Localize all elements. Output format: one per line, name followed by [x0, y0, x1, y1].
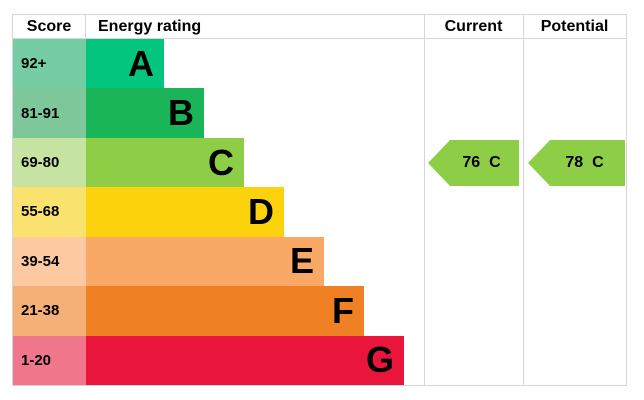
band-score-range: 1-20	[13, 335, 86, 385]
band-score-range: 21-38	[13, 286, 86, 336]
energy-rating-column-header: Energy rating	[98, 17, 202, 35]
current-column-header: Current	[444, 17, 503, 35]
band-score-range: 39-54	[13, 236, 86, 287]
band-bar: G	[86, 335, 404, 385]
potential-rating-value: 78	[565, 154, 584, 171]
band-row-e: 39-54 E	[13, 236, 626, 287]
band-bar: C	[86, 137, 244, 188]
band-score-range: 55-68	[13, 187, 86, 237]
band-score-range: 81-91	[13, 88, 86, 138]
band-score-range: 92+	[13, 39, 86, 89]
potential-rating-band-letter: C	[592, 154, 604, 171]
band-bar: F	[86, 286, 364, 336]
band-row-d: 55-68 D	[13, 187, 626, 237]
current-rating-value: 76	[462, 154, 481, 171]
band-score-range: 69-80	[13, 137, 86, 188]
band-row-a: 92+ A	[13, 39, 626, 89]
current-rating-arrow: 76 C	[428, 140, 519, 186]
potential-column-divider	[523, 15, 524, 385]
band-rows: 92+ A 81-91 B 69-80 C 55-68 D 39-54 E 21…	[13, 39, 626, 385]
band-row-c: 69-80 C	[13, 137, 626, 188]
potential-column-header: Potential	[540, 17, 609, 35]
band-row-f: 21-38 F	[13, 286, 626, 336]
band-bar: E	[86, 236, 324, 287]
potential-rating-arrow: 78 C	[528, 140, 625, 186]
band-bar: B	[86, 88, 204, 138]
score-column-header: Score	[13, 15, 86, 38]
band-row-g: 1-20 G	[13, 335, 626, 385]
band-bar: D	[86, 187, 284, 237]
current-column-divider	[424, 15, 425, 385]
current-rating-band-letter: C	[489, 154, 501, 171]
band-bar: A	[86, 39, 164, 89]
header-row: Score Energy rating Current Potential	[13, 15, 626, 39]
band-row-b: 81-91 B	[13, 88, 626, 138]
epc-rating-chart: Score Energy rating Current Potential 92…	[12, 14, 627, 386]
